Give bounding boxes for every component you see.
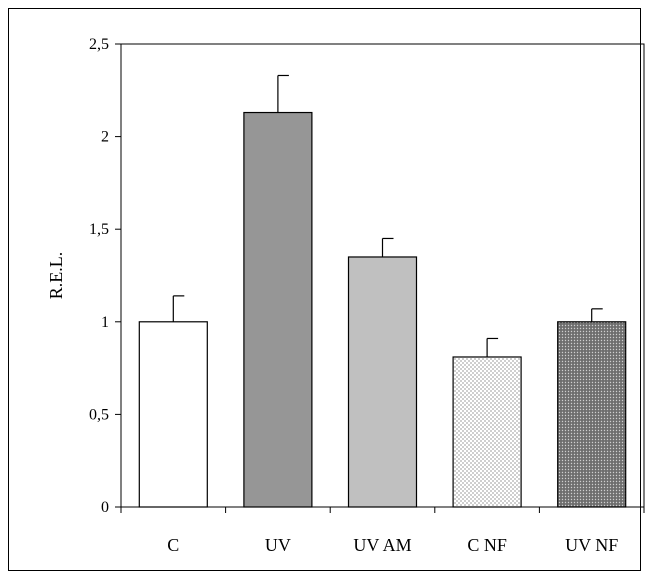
axes [115, 43, 645, 513]
chart-frame [8, 8, 641, 571]
x-tick-label: C NF [467, 535, 507, 555]
y-tick-label: 1,5 [89, 221, 109, 238]
labels: C UV UV AM C NF UV NF 0 0,5 1 1,5 2 2,5 [89, 36, 618, 555]
x-tick-label: UV [265, 535, 291, 555]
x-tick-label: C [167, 535, 179, 555]
error-bars [172, 74, 603, 357]
x-tick-label: UV AM [353, 535, 411, 555]
bars [138, 111, 627, 508]
bar-uv-nf [557, 321, 627, 508]
y-tick-label: 2,5 [89, 36, 109, 53]
bar-c-nf [452, 356, 522, 508]
y-axis-title: R.E.L. [46, 252, 66, 300]
bar-uv-am [347, 256, 418, 508]
bar-uv [243, 111, 313, 508]
y-tick-label: 0 [101, 499, 109, 516]
y-tick-label: 0,5 [89, 406, 109, 423]
y-tick-label: 1 [101, 314, 109, 331]
x-tick-label: UV NF [565, 535, 618, 555]
bar-c [138, 321, 208, 508]
y-tick-label: 2 [101, 129, 109, 146]
